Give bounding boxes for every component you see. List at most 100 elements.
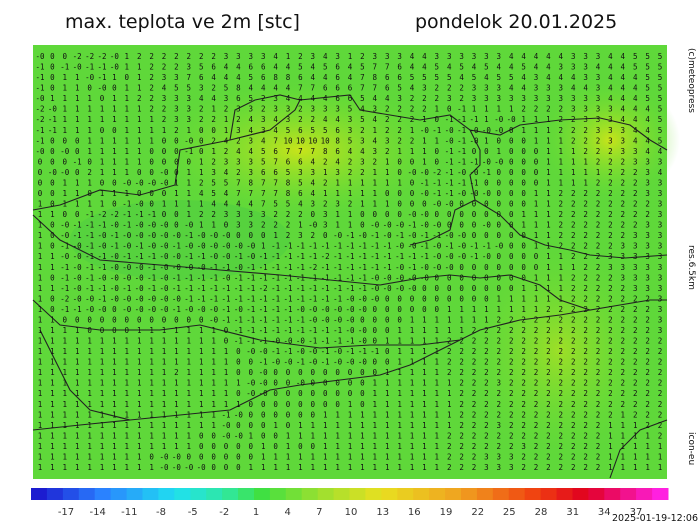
grid-value: 0 [50,294,55,303]
grid-value: 1 [348,189,353,198]
grid-value: 5 [286,126,291,135]
grid-value: -0 [246,252,256,261]
grid-value: 2 [645,347,650,356]
grid-value: 4 [323,73,328,82]
grid-value: 1 [422,358,427,367]
grid-value: 2 [571,294,576,303]
map-area: -0 0 0 -2 -2 -2 -0 1 2 2 2 2 2 2 2 3 3 3 3 4 1 2 3 4 3 1 2 3 3 3 4 4 3 3 3… [32,45,680,479]
grid-value: 0 [100,126,105,135]
grid-value: 1 [174,347,179,356]
grid-value: 0 [521,157,526,166]
grid-value: -1 [457,179,466,188]
colorbar-tick-label: -8 [156,507,166,518]
grid-value: 1 [385,157,390,166]
grid-value: 1 [87,400,92,409]
grid-value: 2 [621,179,626,188]
grid-value: 0 [112,84,117,93]
grid-value: -0 [482,157,492,166]
grid-value: 2 [546,379,551,388]
colorbar-segment [78,488,96,500]
grid-value: 2 [583,126,588,135]
grid-value: 3 [571,94,576,103]
grid-value: 2 [397,105,402,114]
grid-value: -1 [283,326,292,335]
grid-value: -1 [370,242,379,251]
grid-value: 0 [298,442,303,451]
grid-value: -0 [221,231,231,240]
grid-value: 2 [571,326,576,335]
grid-value: 3 [286,115,291,124]
grid-value: -1 [85,273,94,282]
grid-value: 1 [397,368,402,377]
grid-value: 0 [509,273,514,282]
grid-value: 3 [633,242,638,251]
grid-value: 1 [199,200,204,209]
grid-value: 0 [447,221,452,230]
grid-value: -1 [85,231,94,240]
grid-value: 2 [509,358,514,367]
grid-value: 2 [645,210,650,219]
grid-value: 1 [645,442,650,451]
grid-value: 4 [311,63,316,72]
grid-value: 0 [311,368,316,377]
grid-value: 1 [348,421,353,430]
grid-value: -1 [209,284,218,293]
grid-value: 0 [521,200,526,209]
grid-value: 1 [75,189,80,198]
grid-value: -1 [345,252,354,261]
grid-value: 0 [236,389,241,398]
colorbar-segment [285,488,303,500]
grid-value: 2 [608,168,613,177]
grid-value: 1 [323,168,328,177]
grid-value: 1 [422,326,427,335]
grid-value: -1 [122,221,131,230]
grid-value: -0 [296,305,306,314]
grid-value: -0 [147,305,157,314]
grid-value: 2 [608,347,613,356]
grid-value: 1 [100,347,105,356]
grid-value: 2 [149,105,154,114]
grid-value: -1 [296,326,305,335]
grid-value: -0 [135,221,145,230]
grid-value: 6 [385,84,390,93]
grid-value: 2 [521,421,526,430]
grid-value: 2 [596,421,601,430]
grid-value: 2 [559,442,564,451]
grid-value: 1 [199,168,204,177]
grid-value: 8 [373,73,378,82]
grid-value: 1 [583,157,588,166]
grid-value: -0 [184,463,194,472]
colorbar-segment [158,488,175,500]
grid-value: -1 [296,242,305,251]
grid-value: 1 [534,189,539,198]
grid-value: 1 [149,442,154,451]
grid-value: 0 [286,421,291,430]
grid-value: 1 [397,400,402,409]
grid-value: 1 [484,136,489,145]
grid-value: 1 [149,410,154,419]
grid-value: 1 [261,453,266,462]
grid-value: 2 [559,389,564,398]
grid-value: 2 [497,400,502,409]
grid-value: -0 [73,273,83,282]
grid-value: 1 [100,157,105,166]
grid-value: 3 [645,179,650,188]
grid-value: 2 [546,463,551,472]
grid-value: 2 [583,273,588,282]
grid-value: -0 [246,379,256,388]
grid-value: 1 [447,421,452,430]
grid-value: 1 [273,463,278,472]
grid-value: -0 [60,231,70,240]
grid-value: -0 [172,231,182,240]
grid-value: 3 [596,52,601,61]
grid-value: 0 [249,453,254,462]
grid-value: 0 [459,200,464,209]
grid-value: 1 [571,157,576,166]
grid-value: 1 [38,463,43,472]
grid-value: 0 [459,273,464,282]
grid-value: 1 [100,400,105,409]
grid-value: 0 [236,347,241,356]
grid-value: 1 [50,379,55,388]
grid-value: 5 [298,179,303,188]
grid-value: -1 [48,126,57,135]
